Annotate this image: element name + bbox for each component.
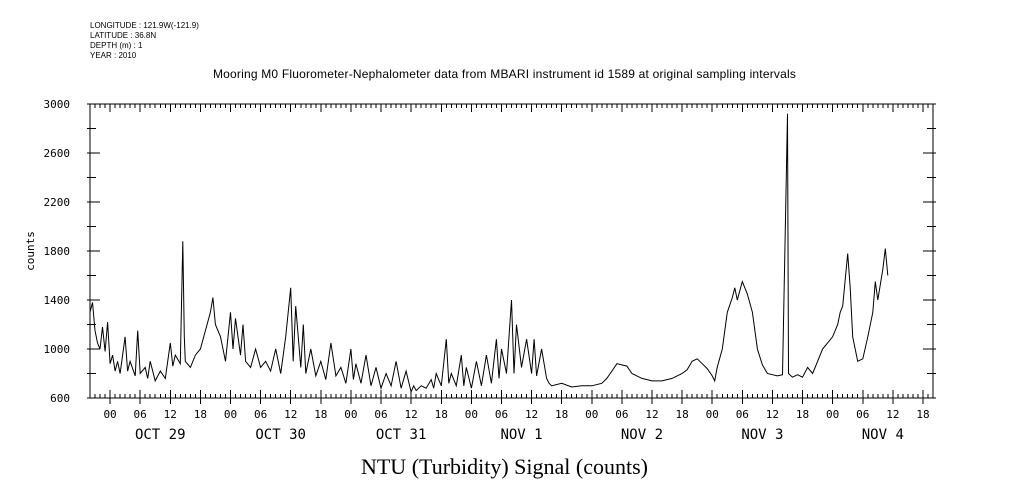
x-tick-label: 18 [675, 408, 688, 421]
x-tick-label: 18 [194, 408, 207, 421]
series-line [89, 113, 889, 394]
x-tick-label: 00 [103, 408, 116, 421]
meta-longitude: LONGITUDE : 121.9W(-121.9) [90, 21, 199, 30]
x-tick-label: 00 [224, 408, 237, 421]
x-tick-label: 12 [525, 408, 538, 421]
chart-title: Mooring M0 Fluorometer-Nephalometer data… [212, 67, 797, 81]
day-label: NOV 1 [500, 427, 542, 443]
x-tick-label: 12 [164, 408, 177, 421]
y-tick-label: 1800 [44, 245, 71, 258]
x-tick-label: 12 [645, 408, 658, 421]
y-tick-label: 2200 [44, 196, 71, 209]
meta-depth: DEPTH (m) : 1 [90, 41, 143, 50]
x-tick-label: 06 [736, 408, 749, 421]
plot-frame [89, 103, 934, 399]
y-tick-label: 1400 [44, 294, 71, 307]
day-label: NOV 3 [741, 427, 783, 443]
x-tick-label: 18 [314, 408, 327, 421]
x-axis-title: NTU (Turbidity) Signal (counts) [360, 454, 648, 479]
y-tick-label: 600 [50, 392, 70, 405]
day-label: OCT 31 [376, 427, 427, 443]
x-tick-label: 00 [585, 408, 598, 421]
x-tick-label: 06 [856, 408, 869, 421]
x-tick-label: 12 [284, 408, 297, 421]
x-tick-label: 00 [465, 408, 478, 421]
x-tick-label: 00 [706, 408, 719, 421]
y-tick-label: 2600 [44, 147, 71, 160]
x-tick-label: 00 [344, 408, 357, 421]
x-tick-label: 06 [374, 408, 387, 421]
x-tick-label: 18 [435, 408, 448, 421]
x-tick-label: 06 [134, 408, 147, 421]
x-tick-label: 18 [796, 408, 809, 421]
metadata-block: LONGITUDE : 121.9W(-121.9) LATITUDE : 36.… [90, 21, 199, 61]
day-label: NOV 2 [621, 427, 663, 443]
y-axis-label: counts [24, 231, 37, 271]
meta-year: YEAR : 2010 [90, 51, 137, 60]
x-tick-label: 06 [495, 408, 508, 421]
y-tick-label: 1000 [44, 343, 71, 356]
x-tick-label: 12 [766, 408, 779, 421]
day-label: OCT 29 [135, 427, 186, 443]
day-label: NOV 4 [862, 427, 904, 443]
x-tick-label: 06 [254, 408, 267, 421]
meta-latitude: LATITUDE : 36.8N [90, 31, 157, 40]
x-tick-label: 06 [615, 408, 628, 421]
day-label: OCT 30 [255, 427, 306, 443]
x-tick-label: 18 [916, 408, 929, 421]
x-tick-label: 18 [555, 408, 568, 421]
x-tick-label: 12 [886, 408, 899, 421]
y-tick-label: 3000 [44, 98, 71, 111]
x-tick-label: 00 [826, 408, 839, 421]
x-tick-label: 12 [405, 408, 418, 421]
